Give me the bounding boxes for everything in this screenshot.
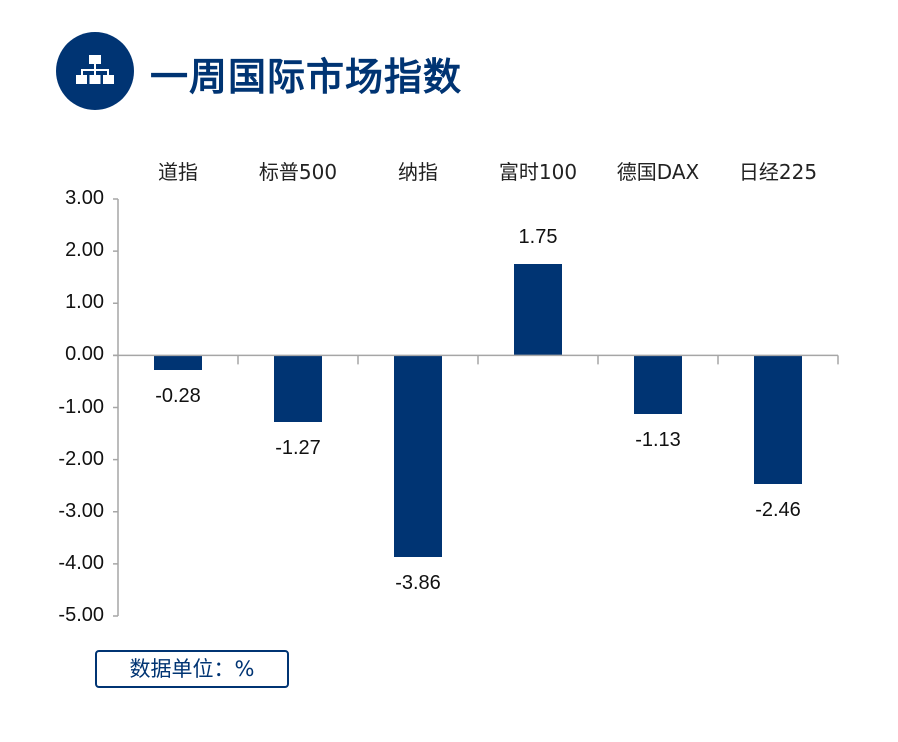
y-axis-tick-label: 2.00 — [65, 239, 104, 262]
bar — [394, 355, 442, 557]
y-axis-tick-label: 3.00 — [65, 187, 104, 209]
unit-label: 数据单位：% — [95, 650, 289, 688]
data-label: 1.75 — [518, 226, 558, 249]
data-label: -1.13 — [635, 429, 681, 452]
y-axis-tick-label: -4.00 — [58, 551, 104, 574]
sitemap-icon — [56, 32, 134, 110]
page-title: 一周国际市场指数 — [150, 55, 463, 99]
category-label: 道指 — [158, 160, 198, 184]
data-label: -3.86 — [395, 571, 441, 594]
y-axis-tick-label: -3.00 — [58, 499, 104, 522]
y-axis-tick-label: 0.00 — [65, 343, 104, 366]
y-axis-tick-label: -2.00 — [58, 447, 104, 470]
bar — [154, 355, 202, 370]
bar — [634, 355, 682, 415]
category-label: 标普500 — [258, 160, 338, 184]
data-label: -0.28 — [155, 384, 201, 407]
category-label: 纳指 — [398, 160, 438, 184]
bar — [514, 264, 562, 356]
y-axis-tick-label: -5.00 — [58, 604, 104, 626]
bar — [754, 355, 802, 484]
data-label: -2.46 — [755, 498, 801, 521]
category-label: 富时100 — [498, 160, 578, 184]
category-label: 日经225 — [738, 160, 818, 184]
y-axis-tick-label: -1.00 — [58, 395, 104, 418]
category-label: 德国DAX — [616, 160, 700, 184]
y-axis-tick-label: 1.00 — [65, 291, 104, 314]
data-label: -1.27 — [275, 436, 321, 459]
bar — [274, 355, 322, 422]
